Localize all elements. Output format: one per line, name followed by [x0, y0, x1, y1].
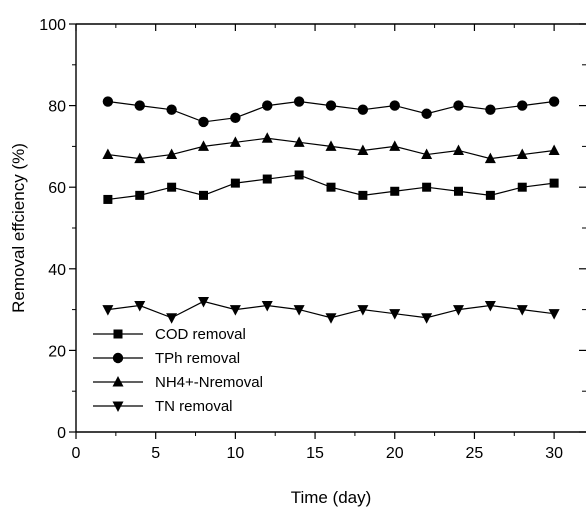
legend-marker: [112, 376, 124, 387]
series-square: [103, 170, 559, 204]
data-point: [389, 309, 401, 320]
data-point: [453, 100, 464, 111]
x-tick-label: 15: [306, 445, 324, 462]
data-point: [166, 104, 177, 115]
y-tick-label: 80: [48, 99, 66, 116]
data-point: [453, 144, 464, 155]
data-point: [517, 100, 528, 111]
data-point: [167, 182, 177, 192]
data-point: [325, 100, 337, 111]
data-point: [134, 301, 146, 312]
data-point: [485, 190, 495, 200]
data-point: [229, 305, 241, 316]
series-circle: [102, 96, 560, 128]
data-point: [293, 96, 305, 107]
data-point: [134, 152, 146, 164]
series-triangle-up: [102, 132, 560, 164]
data-point: [166, 148, 178, 160]
data-point: [102, 96, 114, 107]
data-point: [485, 104, 496, 115]
data-point: [229, 136, 241, 147]
data-point: [357, 305, 369, 316]
data-point: [199, 190, 208, 200]
data-point: [102, 148, 114, 160]
data-point: [454, 186, 463, 196]
data-point: [389, 100, 400, 111]
data-point: [102, 305, 114, 316]
data-point: [516, 148, 528, 160]
data-point: [389, 140, 401, 151]
data-point: [134, 100, 145, 111]
y-tick-label: 0: [57, 425, 66, 442]
data-point: [230, 178, 240, 188]
y-tick-label: 40: [48, 262, 66, 279]
series-layer: [102, 96, 560, 324]
y-tick-label: 60: [48, 180, 66, 197]
data-point: [484, 301, 496, 312]
legend-item: NH4+-Nremoval: [93, 374, 263, 391]
data-point: [261, 132, 273, 143]
x-tick-label: 0: [72, 445, 81, 462]
x-tick-label: 10: [226, 445, 244, 462]
y-axis-title: Removal effciency (%): [9, 143, 28, 313]
y-tick-label: 100: [39, 17, 66, 34]
data-point: [103, 194, 113, 204]
y-tick-label: 20: [48, 343, 66, 360]
legend-item: COD removal: [93, 326, 246, 343]
data-point: [548, 96, 560, 107]
data-point: [293, 305, 305, 316]
series-triangle-down: [102, 296, 560, 324]
data-point: [198, 296, 209, 308]
data-point: [517, 182, 527, 192]
data-point: [325, 313, 337, 324]
data-point: [357, 104, 369, 115]
data-point: [262, 174, 272, 184]
data-point: [484, 152, 496, 164]
data-point: [453, 305, 464, 316]
data-point: [198, 116, 209, 128]
legend-label: COD removal: [155, 326, 246, 343]
x-tick-label: 5: [151, 445, 160, 462]
data-point: [262, 100, 273, 111]
x-tick-label: 20: [386, 445, 404, 462]
legend-label: TN removal: [155, 398, 233, 415]
legend: COD removal TPh removal NH4+-Nremoval TN re…: [93, 326, 263, 415]
data-point: [261, 301, 273, 312]
legend-marker: [112, 352, 124, 364]
legend-label: TPh removal: [155, 350, 240, 367]
x-tick-label: 30: [545, 445, 563, 462]
data-point: [358, 190, 368, 200]
data-point: [230, 112, 241, 124]
legend-item: TPh removal: [93, 350, 240, 367]
data-point: [293, 136, 305, 147]
data-point: [166, 313, 178, 324]
legend-marker: [112, 401, 124, 412]
data-point: [135, 190, 145, 200]
data-point: [326, 182, 336, 192]
x-tick-label: 25: [466, 445, 484, 462]
data-point: [516, 305, 528, 316]
x-axis-title: Time (day): [291, 488, 372, 507]
data-point: [421, 148, 433, 160]
data-point: [548, 144, 560, 155]
data-point: [294, 170, 304, 180]
data-point: [421, 108, 432, 119]
data-point: [390, 186, 400, 196]
legend-label: NH4+-Nremoval: [155, 374, 263, 391]
data-point: [548, 309, 560, 320]
data-point: [421, 313, 433, 324]
legend-marker: [113, 329, 123, 339]
axes: 0 5 10 15 20 25 30 0 20 40 60 80 100: [39, 17, 586, 462]
data-point: [549, 178, 559, 188]
legend-item: TN removal: [93, 398, 233, 415]
data-point: [422, 182, 432, 192]
data-point: [325, 140, 337, 151]
data-point: [357, 144, 369, 155]
data-point: [198, 140, 209, 151]
